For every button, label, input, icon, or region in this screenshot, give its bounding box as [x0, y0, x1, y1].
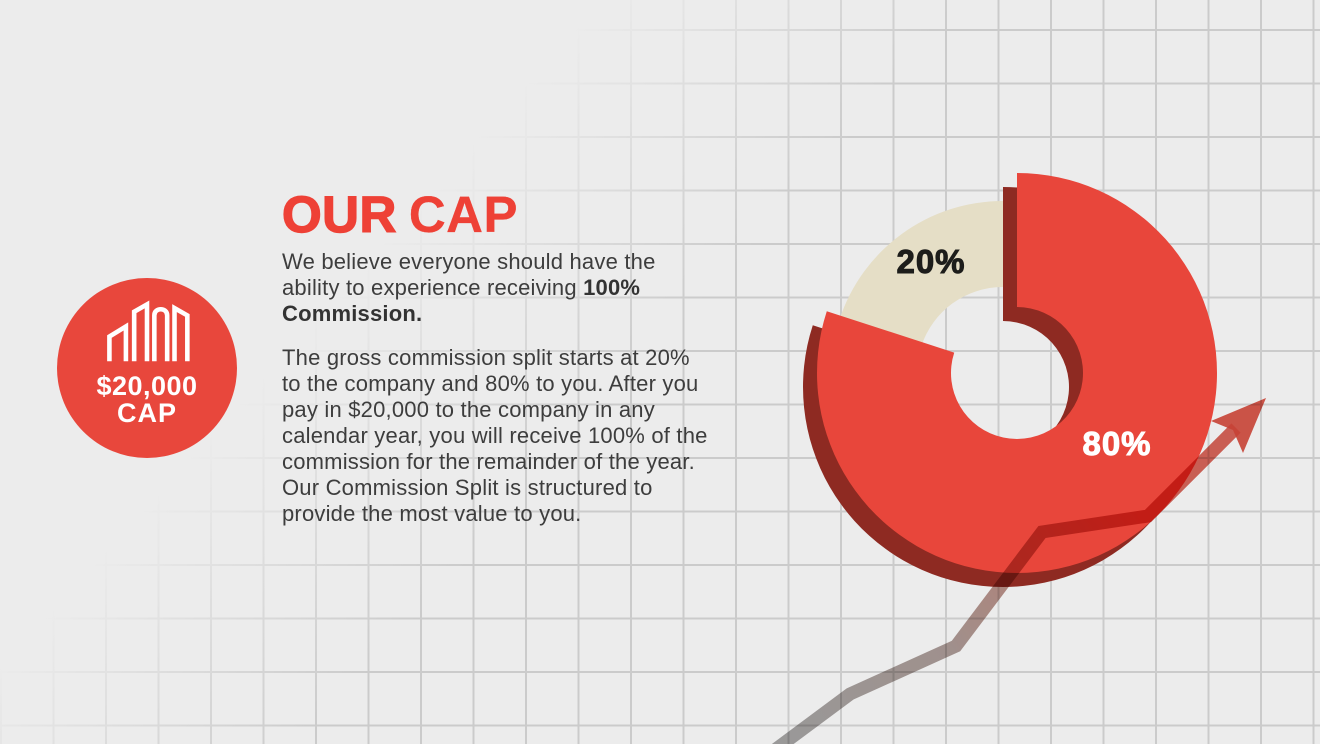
- cap-badge: $20,000 CAP: [57, 278, 237, 458]
- trend-line: [771, 423, 1241, 744]
- buildings-skyline-icon: [107, 300, 190, 362]
- page-title: OUR CAP: [281, 186, 842, 243]
- building-shape-4: [172, 304, 190, 362]
- text-column: OUR CAP We believe everyone should have t…: [281, 186, 842, 527]
- building-shape-3: [152, 306, 170, 362]
- title-word-secondary: CAP: [408, 186, 519, 243]
- badge-label: CAP: [116, 398, 177, 428]
- donut-slice-20: [839, 201, 1003, 347]
- detail-paragraph: The gross commission split starts at 20%…: [282, 345, 708, 526]
- building-shape-2: [131, 300, 150, 362]
- slice-label-80: 80%: [1082, 425, 1152, 463]
- intro-paragraph: We believe everyone should have the abil…: [282, 249, 656, 326]
- slice-label-20: 20%: [896, 243, 966, 281]
- badge-amount: $20,000: [96, 371, 198, 401]
- building-shape-1: [107, 322, 129, 362]
- title-word-primary: OUR: [281, 186, 397, 243]
- trend-arrowhead-icon: [1211, 398, 1266, 453]
- donut-slice-80: [817, 173, 1218, 573]
